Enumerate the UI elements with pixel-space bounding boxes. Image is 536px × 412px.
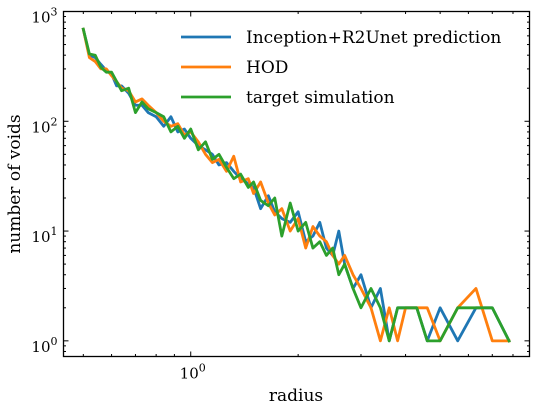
y-tick-label: 103 (31, 6, 57, 27)
y-tick-label: 100 (31, 335, 57, 356)
series-line-2 (81, 27, 511, 343)
y-tick-label: 102 (31, 115, 57, 136)
y-tick-label: 101 (31, 225, 57, 246)
series-layer (81, 27, 511, 343)
legend: Inception+R2Unet prediction HOD target sim… (181, 28, 501, 108)
legend-label-1: HOD (246, 58, 288, 78)
y-axis-label: number of voids (5, 114, 25, 253)
legend-label-2: target simulation (246, 88, 395, 108)
plot-frame (62, 10, 531, 358)
ticks-layer: 100 101 102 103 100 (31, 6, 530, 383)
series-line-1 (81, 27, 511, 343)
series-line-0 (81, 27, 511, 343)
x-tick-label: 100 (180, 362, 206, 383)
x-axis-label: radius (269, 386, 323, 406)
legend-label-0: Inception+R2Unet prediction (246, 28, 501, 48)
